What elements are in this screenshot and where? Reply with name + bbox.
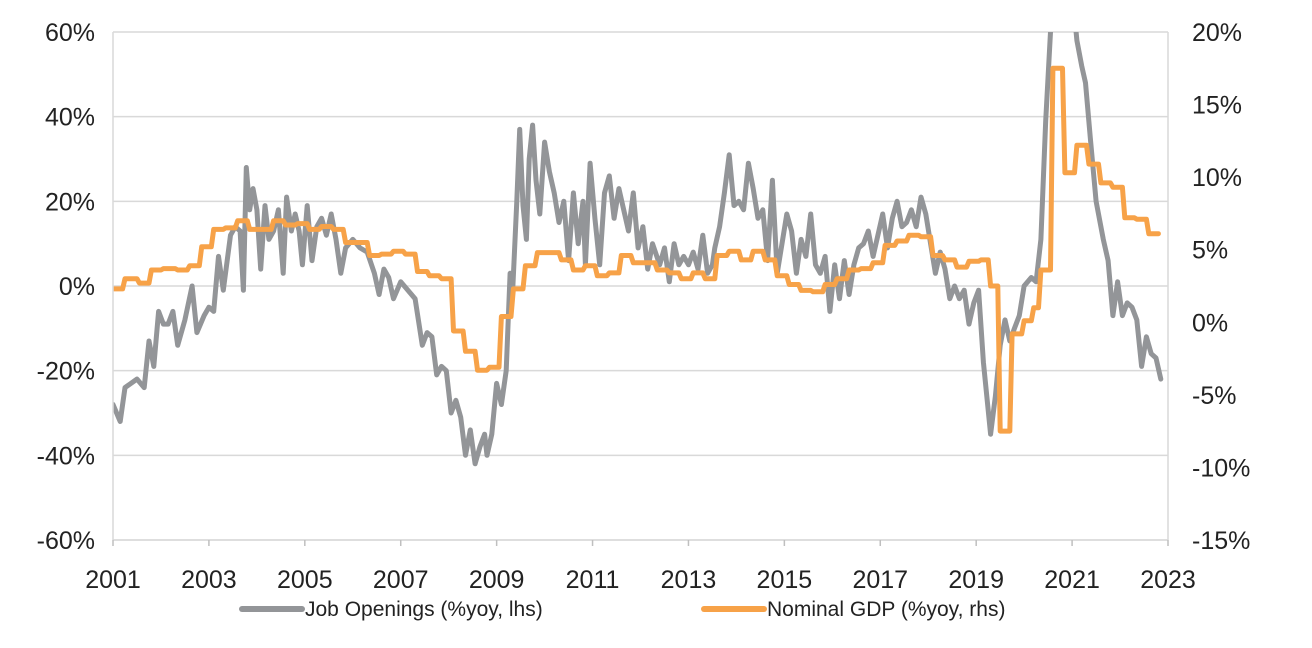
x-tick-label: 2007 <box>373 566 429 594</box>
x-tick-label: 2023 <box>1140 566 1196 594</box>
y-left-tick-label: -60% <box>37 527 95 555</box>
grid-lines <box>113 31 1168 541</box>
y-right-tick-label: -10% <box>1192 454 1250 482</box>
y-right-tick-label: -5% <box>1192 382 1236 410</box>
legend: Job Openings (%yoy, lhs) Nominal GDP (%yo… <box>239 598 1005 621</box>
x-tick-label: 2001 <box>85 566 141 594</box>
series-line-nominal-gdp <box>113 65 1161 434</box>
x-tick-label: 2013 <box>661 566 717 594</box>
y-left-tick-label: 20% <box>45 188 95 216</box>
y-left-tick-label: -40% <box>37 442 95 470</box>
x-tick-label: 2005 <box>277 566 333 594</box>
y-left-tick-label: 60% <box>45 19 95 47</box>
x-tick-label: 2003 <box>181 566 237 594</box>
y-right-tick-label: 15% <box>1192 92 1242 120</box>
y-left-tick-label: 0% <box>59 273 95 301</box>
legend-label: Nominal GDP (%yoy, rhs) <box>767 598 1005 621</box>
x-tick-label: 2011 <box>566 566 620 594</box>
y-right-tick-label: 0% <box>1192 309 1228 337</box>
legend-label: Job Openings (%yoy, lhs) <box>305 598 543 621</box>
y-right-tick-label: -15% <box>1192 527 1250 555</box>
series-lines <box>113 32 1164 467</box>
y-right-tick-label: 20% <box>1192 19 1242 47</box>
axes: 2001 2003 2005 2007 2009 2011 2013 2015 2017 2019… <box>37 19 1251 594</box>
x-tick-label: 2021 <box>1044 566 1100 594</box>
y-left-tick-label: -20% <box>37 358 95 386</box>
x-tick-label: 2015 <box>757 566 813 594</box>
y-right-tick-label: 10% <box>1192 164 1242 192</box>
x-tick-label: 2019 <box>948 566 1004 594</box>
x-tick-label: 2009 <box>469 566 525 594</box>
y-right-tick-label: 5% <box>1192 237 1228 265</box>
y-left-tick-label: 40% <box>45 104 95 132</box>
x-tick-label: 2017 <box>852 566 908 594</box>
